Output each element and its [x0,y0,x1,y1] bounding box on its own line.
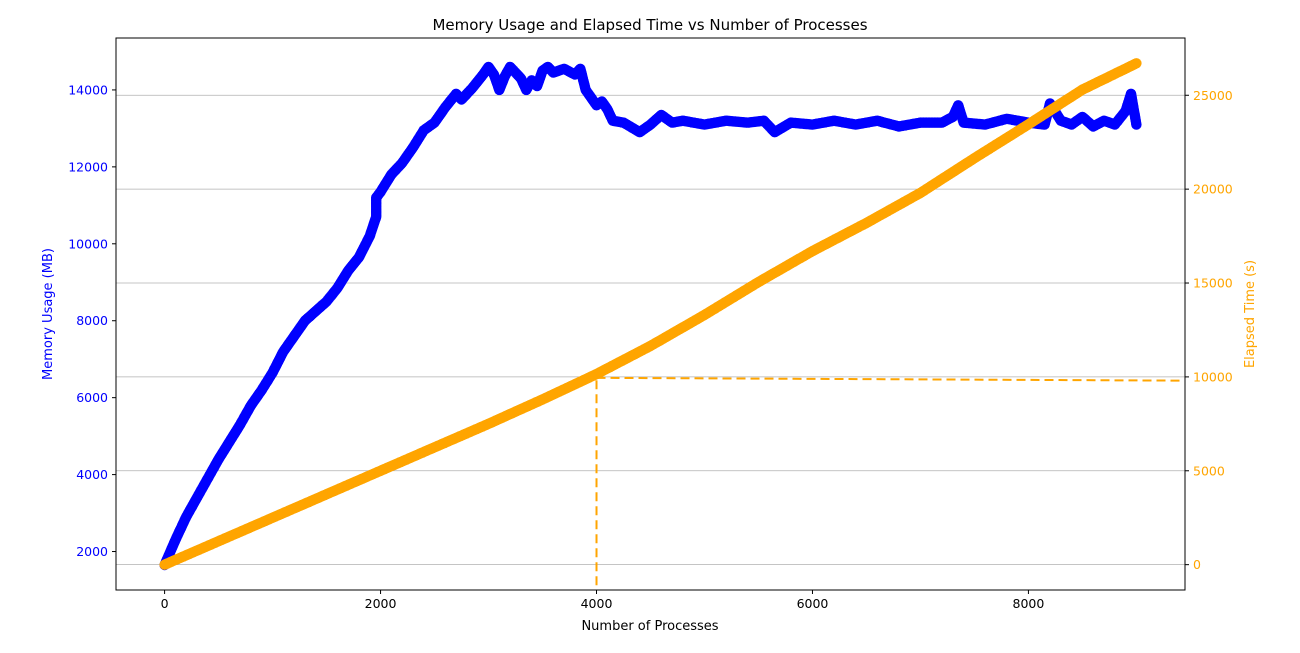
elapsed-point [1131,58,1142,69]
left-tick-label: 2000 [76,544,108,559]
left-axis-ticks: 2000 4000 6000 8000 10000 12000 14000 [68,82,116,559]
x-tick-label: 4000 [581,596,613,611]
right-axis-ticks: 0 5000 10000 15000 20000 25000 [1185,88,1233,572]
left-axis-label: Memory Usage (MB) [41,248,56,380]
right-tick-label: 0 [1193,557,1201,572]
elapsed-series [159,58,1142,570]
right-tick-label: 20000 [1193,182,1233,197]
plot-frame [115,37,1186,591]
right-tick-label: 10000 [1193,369,1233,384]
x-axis-label: Number of Processes [581,619,718,634]
x-tick-label: 8000 [1013,596,1045,611]
annotations [595,376,1186,586]
left-tick-label: 8000 [76,313,108,328]
left-tick-label: 14000 [68,82,108,97]
right-tick-label: 15000 [1193,276,1233,291]
right-tick-label: 25000 [1193,88,1233,103]
chart-title: Memory Usage and Elapsed Time vs Number … [432,16,867,34]
left-tick-label: 10000 [68,236,108,251]
left-tick-label: 6000 [76,390,108,405]
memory-point [1131,119,1142,130]
right-axis-label: Elapsed Time (s) [1243,260,1258,368]
dashed-guide-line [596,376,1186,382]
x-tick-label: 6000 [797,596,829,611]
left-tick-label: 4000 [76,467,108,482]
left-tick-label: 12000 [68,159,108,174]
grid-lines [116,94,1185,566]
x-tick-label: 2000 [365,596,397,611]
right-tick-label: 5000 [1193,463,1225,478]
x-axis-ticks: 0 2000 4000 6000 8000 [161,590,1045,611]
x-tick-label: 0 [161,596,169,611]
